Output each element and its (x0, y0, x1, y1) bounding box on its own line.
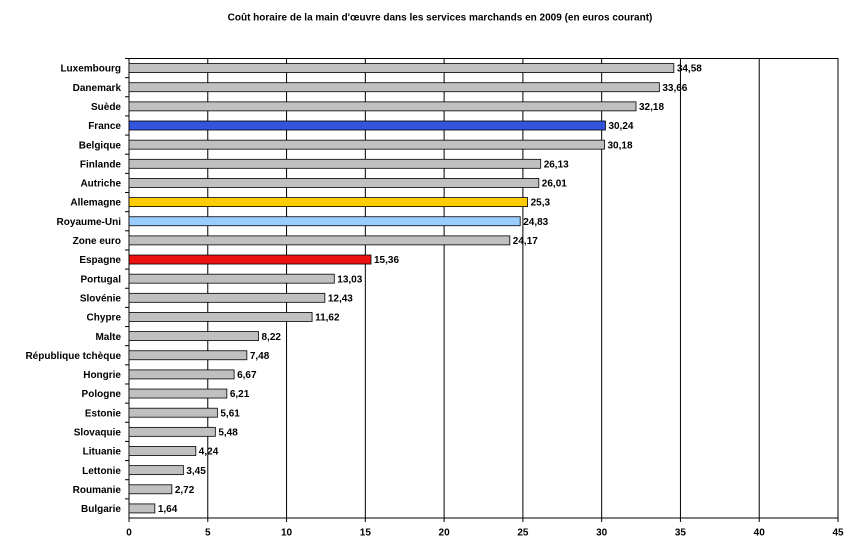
y-tick-label: Slovénie (80, 293, 122, 304)
y-tick-label: Autriche (80, 179, 121, 190)
bar (128, 158, 542, 169)
bar (128, 82, 660, 93)
value-label: 32,18 (639, 102, 664, 113)
chart-title: Coût horaire de la main d'œuvre dans les… (228, 13, 653, 24)
bar (128, 178, 540, 188)
bar (128, 101, 637, 112)
bar (128, 254, 372, 265)
y-tick-label: Roumanie (73, 485, 122, 496)
bar (128, 369, 235, 380)
bar (128, 312, 313, 322)
value-label: 30,18 (608, 140, 633, 151)
x-tick-label: 10 (281, 528, 293, 539)
bar (128, 273, 335, 284)
value-label: 30,24 (608, 121, 633, 132)
y-tick-label: Slovaquie (74, 427, 122, 438)
y-tick-label: Zone euro (73, 236, 121, 247)
y-tick-label: Belgique (79, 140, 122, 151)
x-tick-label: 30 (596, 528, 608, 539)
y-tick-label: République tchèque (25, 351, 121, 362)
x-tick-label: 20 (439, 528, 451, 539)
bar (128, 484, 173, 495)
bar (128, 235, 511, 246)
value-label: 1,64 (158, 504, 178, 515)
bar (128, 120, 606, 131)
value-label: 6,21 (230, 389, 250, 400)
bar (128, 216, 521, 227)
y-tick-label: Estonie (85, 408, 122, 419)
value-label: 6,67 (237, 370, 257, 381)
value-label: 33,66 (662, 83, 687, 94)
x-tick-label: 25 (517, 528, 529, 539)
x-tick-label: 5 (205, 528, 211, 539)
y-tick-label: Allemagne (70, 198, 121, 209)
x-tick-label: 40 (754, 528, 766, 539)
y-tick-label: Royaume-Uni (57, 217, 122, 228)
bar (128, 139, 605, 150)
y-tick-label: Finlande (80, 159, 122, 170)
bar (128, 388, 228, 399)
bar (128, 350, 248, 361)
y-tick-label: Espagne (79, 255, 121, 266)
y-tick-label: Portugal (80, 274, 121, 285)
value-label: 25,3 (531, 198, 551, 209)
x-tick-label: 15 (360, 528, 372, 539)
value-label: 4,24 (199, 447, 219, 458)
x-tick-label: 35 (675, 528, 687, 539)
value-label: 2,72 (175, 485, 195, 496)
plot-area (128, 58, 839, 519)
y-tick-label: Suède (91, 102, 121, 113)
y-tick-label: Lituanie (83, 447, 122, 458)
value-label: 7,48 (250, 351, 270, 362)
bar (128, 426, 216, 437)
y-tick-label: Bulgarie (81, 504, 121, 515)
value-label: 24,83 (523, 217, 548, 228)
y-tick-label: Malte (95, 332, 121, 343)
value-label: 34,58 (677, 64, 702, 75)
value-label: 12,43 (328, 293, 353, 304)
y-tick-label: Chypre (87, 313, 122, 324)
y-tick-label: Hongrie (83, 370, 121, 381)
y-tick-label: Danemark (73, 83, 122, 94)
y-tick-label: Pologne (82, 389, 122, 400)
value-label: 26,01 (542, 179, 567, 190)
value-label: 3,45 (186, 466, 206, 477)
bar (128, 197, 529, 207)
bar (128, 407, 218, 418)
value-label: 11,62 (315, 313, 340, 324)
y-tick-label: Lettonie (82, 466, 121, 477)
bar (128, 63, 675, 73)
x-tick-label: 0 (126, 528, 132, 539)
bar (128, 446, 197, 456)
value-label: 13,03 (337, 274, 362, 285)
bar (128, 503, 156, 514)
value-label: 5,61 (220, 408, 240, 419)
value-label: 15,36 (374, 255, 399, 266)
value-label: 26,13 (544, 159, 569, 170)
y-tick-label: France (88, 121, 121, 132)
value-label: 24,17 (513, 236, 538, 247)
bar (128, 331, 259, 342)
value-label: 8,22 (262, 332, 282, 343)
bar (128, 465, 184, 476)
y-tick-label: Luxembourg (60, 64, 121, 75)
bar (128, 292, 326, 303)
value-label: 5,48 (218, 427, 238, 438)
x-tick-label: 45 (832, 528, 844, 539)
